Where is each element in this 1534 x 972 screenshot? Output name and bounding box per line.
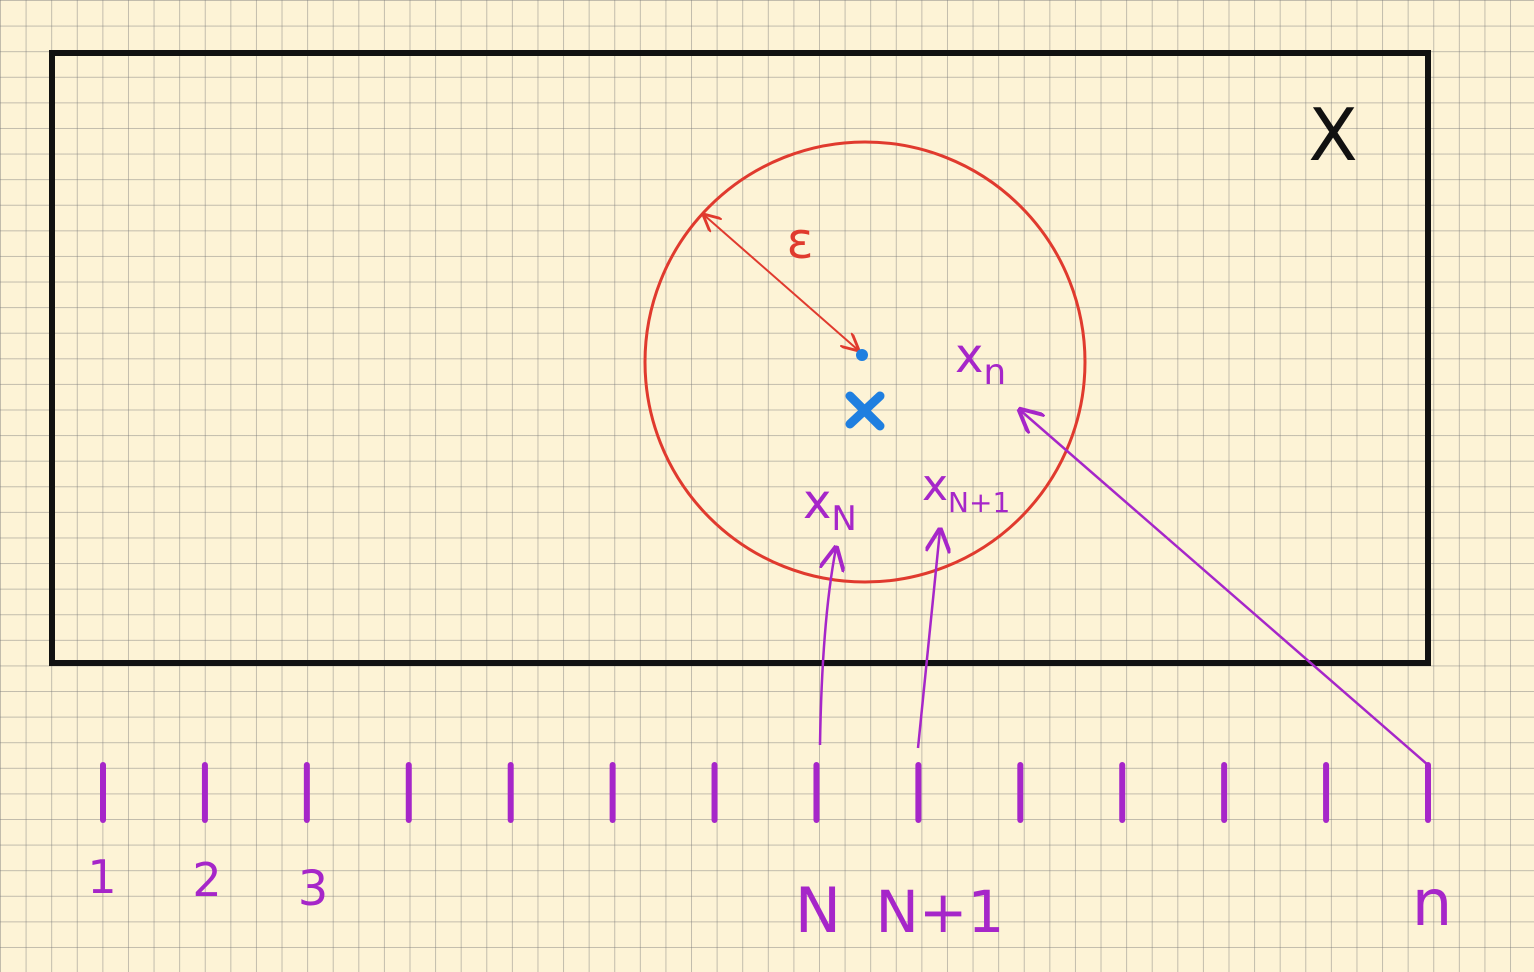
- arrow-N1-to-xN1: [916, 530, 940, 749]
- index-label-2: 2: [192, 853, 221, 907]
- index-label-1: 1: [87, 850, 116, 904]
- index-label-N: N: [795, 874, 841, 947]
- index-ticks: [100, 762, 1431, 823]
- point-label-xN1: xN+1: [922, 460, 1010, 519]
- epsilon-ball: [643, 140, 1087, 584]
- set-boundary: [49, 50, 1431, 666]
- limit-point-mark: [845, 391, 885, 431]
- set-label: X: [1308, 93, 1357, 177]
- index-label-n: n: [1412, 867, 1453, 941]
- ball-center-dot: [856, 349, 868, 361]
- arrow-N-to-xN: [818, 548, 836, 746]
- index-label-N1: N+1: [876, 878, 1005, 946]
- point-label-xn: xn: [955, 328, 1006, 393]
- radius-arrow: [704, 215, 858, 350]
- epsilon-label: ε: [786, 212, 813, 270]
- index-label-3: 3: [298, 861, 329, 917]
- point-label-xN: xN: [803, 474, 857, 539]
- arrow-n-to-xn: [1020, 410, 1429, 766]
